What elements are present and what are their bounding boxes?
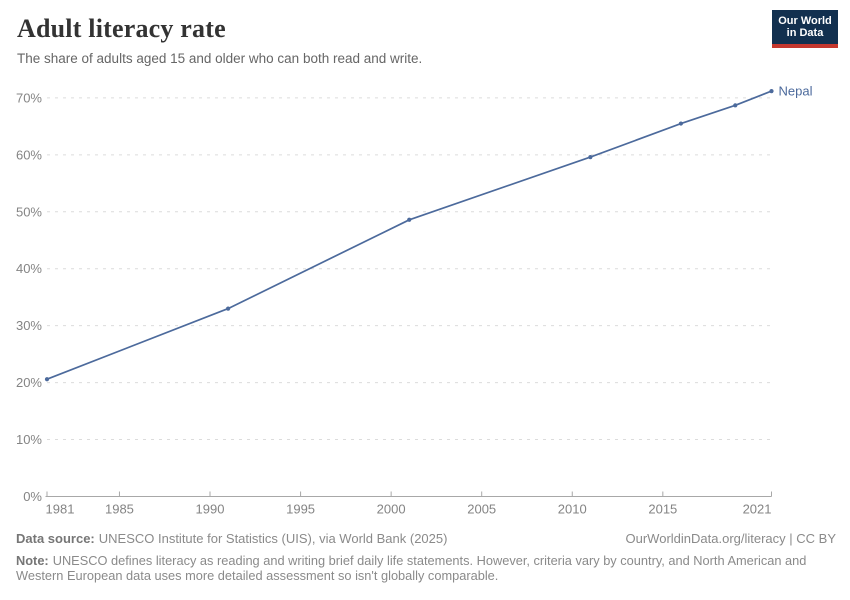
y-axis-tick-label: 10% — [16, 432, 42, 447]
owid-logo-line1: Our World — [778, 14, 832, 27]
x-axis-tick-label: 2021 — [743, 502, 772, 517]
note-text: UNESCO defines literacy as reading and w… — [16, 553, 807, 583]
data-source-line: Data source: UNESCO Institute for Statist… — [16, 531, 447, 547]
chart-header: Adult literacy rate The share of adults … — [17, 14, 760, 67]
x-axis-tick-label: 1990 — [196, 502, 225, 517]
owid-logo-line2: in Data — [786, 27, 824, 39]
y-axis-tick-label: 20% — [16, 375, 42, 390]
y-axis-tick-label: 0% — [23, 489, 42, 504]
license-link[interactable]: OurWorldinData.org/literacy | CC BY — [625, 531, 836, 546]
chart-area: 0% 10% 20% 30% 40% 50% 60% 70% 1981 1985 1990 1995 2… — [0, 78, 850, 526]
owid-logo[interactable]: Our World in Data — [772, 10, 838, 48]
data-point[interactable] — [733, 103, 738, 108]
chart-subtitle: The share of adults aged 15 and older wh… — [17, 51, 423, 66]
data-point[interactable] — [226, 306, 231, 311]
note-line: Note: UNESCO defines literacy as reading … — [16, 553, 836, 583]
page-title: Adult literacy rate — [17, 14, 226, 43]
series-end-label-nepal[interactable]: Nepal — [779, 84, 813, 99]
data-point[interactable] — [407, 217, 412, 222]
x-axis-tick-label: 2015 — [648, 502, 677, 517]
x-axis-tick-label: 1985 — [105, 502, 134, 517]
chart-footer: Data source: UNESCO Institute for Statist… — [16, 531, 836, 583]
y-axis-tick-label: 40% — [16, 261, 42, 276]
y-axis-tick-label: 60% — [16, 147, 42, 162]
data-point[interactable] — [678, 121, 684, 126]
x-axis-tick-label: 1995 — [286, 502, 315, 517]
series-line-nepal[interactable] — [46, 90, 772, 380]
note-label: Note: — [16, 553, 49, 568]
x-axis-tick-label: 2000 — [377, 502, 406, 517]
y-axis-tick-label: 30% — [16, 318, 42, 333]
data-point[interactable] — [44, 377, 50, 382]
x-axis-tick-label: 2005 — [467, 502, 496, 517]
x-axis-tick-label: 2010 — [558, 502, 587, 517]
data-point[interactable] — [588, 155, 593, 160]
line-chart-canvas[interactable]: 0% 10% 20% 30% 40% 50% 60% 70% 1981 1985 1990 1995 2… — [0, 78, 850, 526]
y-axis-tick-label: 50% — [16, 204, 42, 219]
data-source-text: UNESCO Institute for Statistics (UIS), v… — [98, 531, 448, 546]
x-axis-tick-label: 1981 — [46, 502, 75, 517]
data-point[interactable] — [769, 88, 774, 94]
y-axis-tick-label: 70% — [16, 90, 42, 105]
data-source-label: Data source: — [16, 531, 95, 546]
